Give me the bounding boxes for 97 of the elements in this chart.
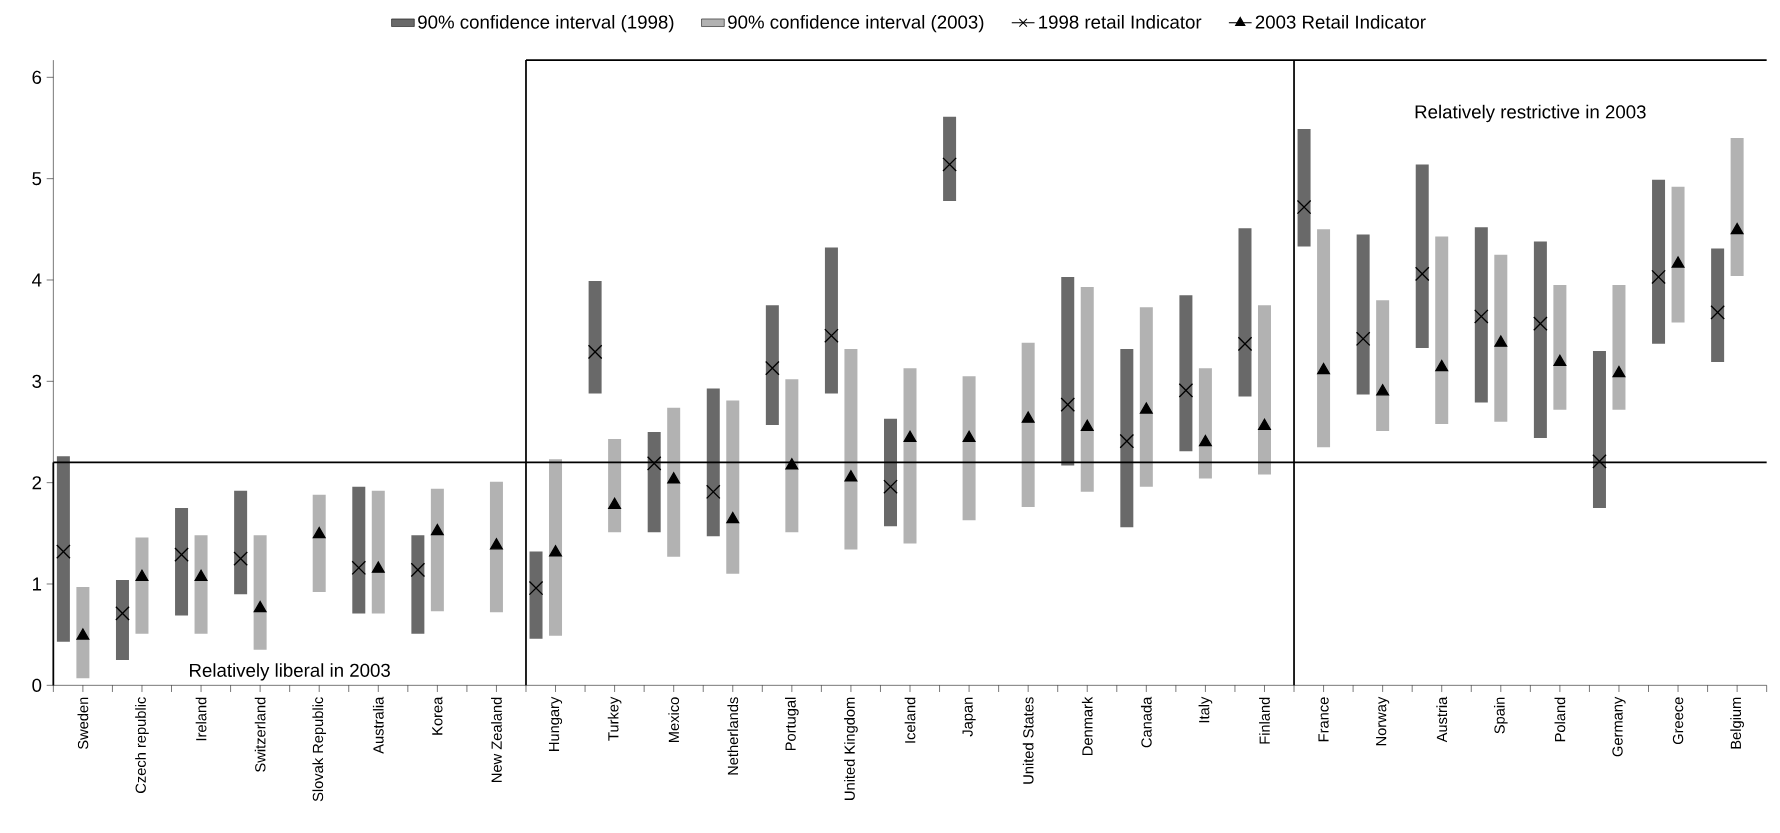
x-tick-label: Netherlands bbox=[727, 697, 739, 775]
bar bbox=[1120, 348, 1134, 528]
x-tick-label: Greece bbox=[1672, 697, 1684, 744]
bar bbox=[608, 438, 622, 533]
bar bbox=[903, 368, 917, 544]
bar bbox=[489, 481, 503, 613]
bar bbox=[253, 535, 267, 650]
y-tick-label: 3 bbox=[32, 374, 42, 388]
x-tick-label: Turkey bbox=[607, 696, 622, 741]
bar bbox=[1198, 368, 1212, 479]
y-tick-label: 6 bbox=[32, 70, 42, 84]
x-tick-label: Portugal bbox=[785, 697, 799, 750]
bar bbox=[706, 388, 720, 537]
bar bbox=[234, 490, 248, 594]
bar bbox=[884, 418, 898, 527]
bar bbox=[943, 116, 957, 201]
bar bbox=[1435, 236, 1449, 424]
legend-label: 90% confidence interval (1998) bbox=[418, 14, 674, 33]
x-tick-label: Spain bbox=[1493, 697, 1508, 734]
x-tick-label: Switzerland bbox=[254, 697, 266, 772]
y-tick-label: 5 bbox=[32, 171, 42, 186]
x-tick-label: France bbox=[1318, 697, 1329, 741]
bar bbox=[1533, 241, 1547, 438]
bar bbox=[194, 535, 208, 634]
bar bbox=[1080, 286, 1094, 492]
bar bbox=[1494, 254, 1508, 422]
bar bbox=[765, 305, 779, 425]
x-tick-label: Australia bbox=[372, 696, 384, 754]
bar bbox=[135, 537, 149, 634]
bar bbox=[1139, 307, 1153, 487]
x-tick-label: Finland bbox=[1259, 697, 1270, 744]
bar bbox=[1474, 227, 1488, 403]
y-tick-label: 0 bbox=[32, 678, 42, 692]
bar bbox=[667, 407, 681, 557]
x-tick-label: Korea bbox=[432, 696, 443, 735]
legend-label: 1998 retail Indicator bbox=[1039, 14, 1202, 29]
bar bbox=[1652, 179, 1666, 344]
bar bbox=[312, 494, 326, 592]
x-tick-label: Hungary bbox=[548, 696, 563, 751]
y-tick-label: 1 bbox=[33, 577, 42, 591]
bar bbox=[1711, 248, 1725, 362]
bar bbox=[430, 488, 444, 612]
bar bbox=[1612, 284, 1626, 410]
x-tick-label: United States bbox=[1022, 697, 1034, 784]
y-tick-label: 4 bbox=[32, 273, 42, 287]
bar bbox=[824, 247, 838, 394]
bar bbox=[56, 456, 70, 642]
bar bbox=[1356, 234, 1370, 395]
x-tick-label: Japan bbox=[962, 697, 976, 737]
bar bbox=[549, 459, 563, 636]
bar bbox=[1179, 295, 1193, 452]
x-tick-label: Austria bbox=[1436, 696, 1448, 743]
bar bbox=[1415, 164, 1429, 348]
bar bbox=[529, 551, 543, 639]
bar bbox=[1297, 128, 1311, 247]
bar bbox=[1061, 276, 1075, 466]
x-tick-label: New Zealand bbox=[491, 697, 502, 782]
bar bbox=[588, 280, 602, 394]
bar bbox=[76, 586, 90, 679]
bar bbox=[352, 486, 366, 614]
bar bbox=[844, 348, 858, 550]
bar bbox=[1317, 229, 1331, 448]
x-tick-label: United Kingdom bbox=[844, 697, 858, 800]
bar bbox=[175, 507, 189, 616]
legend-label: 90% confidence interval (2003) bbox=[728, 14, 984, 33]
x-tick-label: Poland bbox=[1554, 697, 1566, 742]
bar bbox=[962, 376, 976, 520]
bar bbox=[1592, 350, 1606, 508]
x-tick-label: Sweden bbox=[77, 697, 89, 749]
annotation: Relatively liberal in 2003 bbox=[190, 663, 390, 681]
bar bbox=[1553, 284, 1567, 410]
x-tick-label: Germany bbox=[1612, 696, 1626, 757]
bar bbox=[1021, 342, 1035, 507]
bar bbox=[647, 431, 661, 533]
bar bbox=[785, 379, 799, 533]
x-tick-label: Ireland bbox=[195, 697, 207, 741]
bar bbox=[1376, 300, 1390, 431]
x-tick-label: Belgium bbox=[1730, 697, 1744, 749]
bar bbox=[1238, 228, 1252, 397]
x-tick-label: Czech republic bbox=[135, 696, 149, 793]
x-tick-label: Canada bbox=[1140, 696, 1152, 748]
x-tick-label: Denmark bbox=[1081, 696, 1093, 755]
y-tick-label: 2 bbox=[32, 475, 42, 490]
bar bbox=[115, 579, 129, 660]
x-tick-label: Norway bbox=[1376, 696, 1390, 746]
bar bbox=[726, 400, 740, 574]
x-tick-label: Iceland bbox=[904, 697, 916, 743]
annotation: Relatively restrictive in 2003 bbox=[1415, 104, 1646, 123]
bar bbox=[371, 490, 385, 614]
bar bbox=[1257, 305, 1271, 475]
x-tick-label: Slovak Republic bbox=[312, 696, 327, 802]
legend-label: 2003 Retail Indicator bbox=[1255, 14, 1426, 29]
bar bbox=[1730, 137, 1744, 276]
x-tick-label: Mexico bbox=[668, 697, 680, 742]
x-tick-label: Italy bbox=[1198, 696, 1213, 723]
bar bbox=[411, 535, 425, 634]
bar bbox=[1671, 186, 1685, 323]
